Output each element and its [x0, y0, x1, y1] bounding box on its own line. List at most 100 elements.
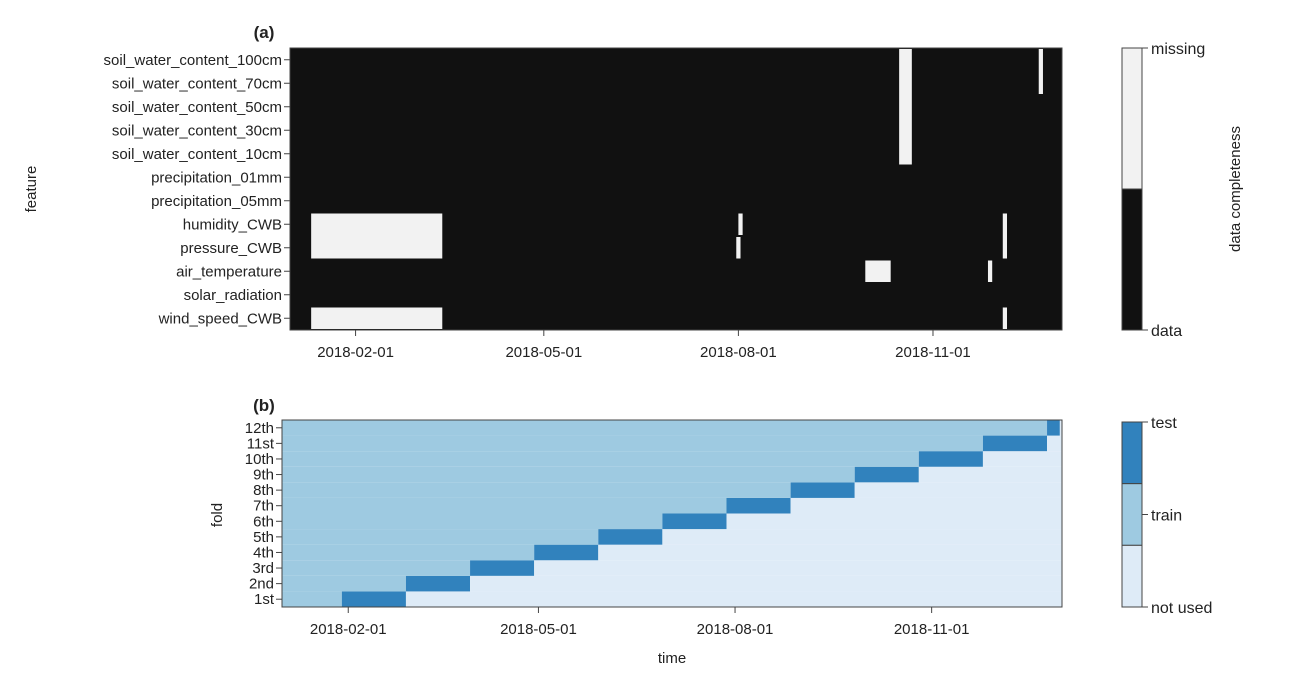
- panel-b-label: (b): [253, 396, 275, 415]
- fold-tick-label: 10th: [245, 451, 274, 468]
- not-used-cell: [534, 560, 1062, 576]
- test-cell: [341, 591, 406, 607]
- feature-tick-label: precipitation_01mm: [151, 169, 282, 186]
- not-used-cell: [662, 529, 1062, 545]
- feature-tick-label: air_temperature: [176, 263, 282, 280]
- not-used-cell: [918, 466, 1062, 483]
- not-used-cell: [790, 497, 1062, 514]
- colorbar-test-swatch: [1121, 421, 1143, 485]
- test-cell: [918, 451, 983, 467]
- panel-a-label: (a): [254, 23, 275, 42]
- train-cell: [282, 560, 471, 576]
- time-tick-label: 2018-02-01: [310, 621, 387, 638]
- train-cell: [282, 482, 791, 498]
- not-used-cell: [405, 591, 1062, 607]
- train-cell: [282, 544, 535, 561]
- time-tick-label: 2018-08-01: [697, 621, 774, 638]
- colorbar-data-swatch: [1121, 188, 1143, 331]
- time-tick-label: 2018-05-01: [505, 344, 582, 361]
- completeness-colorbar: missing data: [1121, 41, 1205, 340]
- feature-tick-label: pressure_CWB: [180, 240, 282, 257]
- feature-tick-label: wind_speed_CWB: [158, 310, 282, 327]
- fold-colorbar: test train not used: [1121, 415, 1212, 617]
- fold-tick-label: 2nd: [249, 576, 274, 593]
- colorbar-level-label: test: [1151, 415, 1177, 432]
- test-cell: [405, 575, 471, 592]
- feature-tick-label: soil_water_content_10cm: [112, 146, 282, 163]
- not-used-cell: [1059, 420, 1062, 436]
- fold-tick-label: 9th: [253, 467, 274, 484]
- time-tick-label: 2018-11-01: [895, 344, 971, 361]
- missing-block: [311, 307, 443, 329]
- not-used-cell: [854, 482, 1062, 498]
- feature-tick-labels: soil_water_content_100cm soil_water_conte…: [104, 52, 290, 327]
- missing-block: [865, 260, 891, 282]
- fold-axis-title: fold: [209, 503, 226, 527]
- time-axis-title: time: [658, 650, 686, 667]
- colorbar-missing-swatch: [1121, 47, 1143, 190]
- heatmap-a-background: [290, 48, 1062, 330]
- missing-block: [987, 260, 993, 282]
- missing-block: [1038, 49, 1043, 94]
- not-used-cell: [598, 544, 1062, 561]
- feature-tick-label: soil_water_content_70cm: [112, 75, 282, 92]
- fold-tick-label: 6th: [253, 513, 274, 530]
- fold-tick-label: 5th: [253, 529, 274, 546]
- colorbar-level-label: missing: [1151, 41, 1205, 58]
- fold-tick-label: 12th: [245, 420, 274, 437]
- fold-tick-label: 4th: [253, 544, 274, 561]
- train-cell: [282, 435, 983, 452]
- missing-block: [1002, 307, 1008, 329]
- missing-block: [736, 237, 741, 259]
- time-tick-label: 2018-08-01: [700, 344, 777, 361]
- test-cell: [982, 435, 1048, 452]
- feature-tick-label: precipitation_05mm: [151, 193, 282, 210]
- test-cell: [534, 544, 599, 561]
- missing-block: [311, 213, 443, 259]
- test-cell: [854, 466, 919, 483]
- train-cell: [282, 529, 599, 545]
- fold-split-heatmap: [282, 420, 1062, 607]
- train-cell: [282, 420, 1048, 436]
- feature-tick-label: solar_radiation: [184, 287, 282, 304]
- time-tick-label: 2018-02-01: [317, 344, 394, 361]
- fold-tick-label: 1st: [254, 591, 275, 608]
- test-cell: [790, 482, 855, 498]
- test-cell: [598, 529, 663, 545]
- not-used-cell: [1047, 435, 1062, 452]
- missing-data-heatmap: [290, 48, 1062, 330]
- feature-axis-title: feature: [23, 166, 40, 213]
- train-cell: [282, 513, 663, 530]
- test-cell: [662, 513, 727, 530]
- not-used-cell: [726, 513, 1062, 530]
- completeness-colorbar-title: data completeness: [1227, 126, 1244, 252]
- fold-tick-label: 11st: [247, 435, 275, 452]
- fold-tick-label: 8th: [253, 482, 274, 499]
- train-cell: [282, 466, 855, 483]
- colorbar-train-swatch: [1121, 483, 1143, 546]
- fold-tick-label: 7th: [253, 498, 274, 515]
- missing-block: [899, 49, 912, 165]
- colorbar-level-label: data: [1151, 323, 1182, 340]
- not-used-cell: [982, 451, 1062, 467]
- time-tick-labels-b: 2018-02-01 2018-05-01 2018-08-01 2018-11-01: [310, 607, 969, 638]
- colorbar-level-label: not used: [1151, 600, 1212, 617]
- heatmap-a-frame: [289, 47, 1063, 331]
- feature-tick-label: humidity_CWB: [183, 216, 282, 233]
- feature-tick-label: soil_water_content_50cm: [112, 99, 282, 116]
- colorbar-level-label: train: [1151, 508, 1182, 525]
- train-cell: [282, 575, 406, 592]
- test-cell: [470, 560, 535, 576]
- train-cell: [282, 497, 727, 514]
- time-tick-label: 2018-05-01: [500, 621, 577, 638]
- missing-block: [738, 213, 743, 235]
- colorbar-not-used-swatch: [1121, 544, 1143, 608]
- time-tick-labels-a: 2018-02-01 2018-05-01 2018-08-01 2018-11-01: [317, 330, 971, 361]
- train-cell: [282, 451, 919, 467]
- feature-tick-label: soil_water_content_30cm: [112, 122, 282, 139]
- not-used-cell: [470, 575, 1062, 592]
- test-cell: [1047, 420, 1060, 436]
- test-cell: [726, 497, 791, 514]
